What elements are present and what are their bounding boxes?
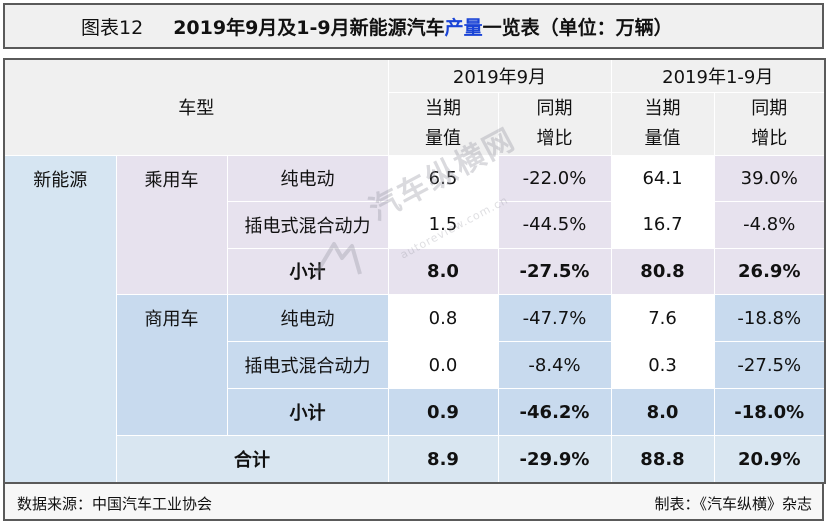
header-line1: 当期 <box>425 98 461 120</box>
sep-yoy-cell: -27.5% <box>497 247 612 296</box>
sep-value-cell: 1.5 <box>387 200 499 249</box>
ytd-yoy-cell: 26.9% <box>713 247 826 296</box>
ytd-value-cell: 88.8 <box>610 435 715 484</box>
header-line1: 当期 <box>644 98 681 120</box>
type-cell: 纯电动 <box>226 154 389 202</box>
subtotal-label: 小计 <box>226 388 389 437</box>
subtotal-row: 小计 8.0 -27.5% 80.8 26.9% <box>4 247 826 296</box>
type-cell: 纯电动 <box>226 294 389 343</box>
ytd-value-cell: 8.0 <box>610 388 715 437</box>
sep-yoy-header: 同期 增比 <box>497 92 612 156</box>
table-row: 插电式混合动力 0.0 -8.4% 0.3 -27.5% <box>4 341 826 390</box>
table-row: 商用车 纯电动 0.8 -47.7% 7.6 -18.8% <box>4 294 826 437</box>
ytd-yoy-cell: -4.8% <box>713 200 826 249</box>
ytd-yoy-cell: 20.9% <box>713 435 826 484</box>
watermark-logo-icon <box>314 242 362 276</box>
ytd-yoy-header: 同期 增比 <box>713 92 826 156</box>
header-line2: 增比 <box>751 128 788 150</box>
sep-yoy-cell: -44.5% <box>497 200 612 249</box>
table-row: 新能源 乘用车 纯电动 6.5 -22.0% 64.1 39.0% <box>3 154 826 484</box>
ytd-yoy-cell: -18.8% <box>713 294 826 343</box>
group-passenger-cell: 乘用车 <box>115 154 228 296</box>
period-ytd-header: 2019年1-9月 <box>610 58 826 94</box>
sep-value-cell: 6.5 <box>387 154 499 202</box>
sep-yoy-cell: -29.9% <box>497 435 612 484</box>
sep-current-value-header: 当期 量值 <box>387 92 499 156</box>
period-september-header: 2019年9月 <box>387 58 612 94</box>
header-line1: 同期 <box>751 98 788 120</box>
ytd-current-value-header: 当期 量值 <box>610 92 715 156</box>
sep-yoy-cell: -47.7% <box>497 294 612 343</box>
table-row: 插电式混合动力 1.5 -44.5% 16.7 -4.8% <box>4 200 826 249</box>
sep-value-cell: 8.9 <box>387 435 499 484</box>
title-highlight: 产量 <box>444 16 483 39</box>
ytd-yoy-cell: -27.5% <box>713 341 826 390</box>
ytd-yoy-cell: -18.0% <box>713 388 826 437</box>
ytd-value-cell: 7.6 <box>610 294 715 343</box>
ytd-value-cell: 0.3 <box>610 341 715 390</box>
subtotal-label: 小计 <box>226 247 389 296</box>
type-cell: 插电式混合动力 <box>226 200 389 249</box>
data-source: 数据来源：中国汽车工业协会 <box>17 495 213 513</box>
ytd-value-cell: 64.1 <box>610 154 715 202</box>
header-line1: 同期 <box>536 98 573 120</box>
sep-yoy-cell: -46.2% <box>497 388 612 437</box>
title-suffix: 一览表（单位：万辆） <box>482 16 673 39</box>
production-table: 车型 2019年9月 2019年1-9月 当期量值 同期增比 当期量值 同期增比… <box>3 58 827 484</box>
footer: 数据来源：中国汽车工业协会 制表：《汽车纵横》杂志 <box>3 484 824 521</box>
category-cell: 新能源 <box>3 154 117 484</box>
ytd-value-cell: 80.8 <box>610 247 715 296</box>
group-commercial-cell: 商用车 <box>115 294 228 437</box>
total-row: 合计 8.9 -29.9% 88.8 20.9% <box>4 435 826 484</box>
header-line2: 量值 <box>644 128 681 150</box>
total-label: 合计 <box>115 435 389 484</box>
sep-value-cell: 8.0 <box>387 247 499 296</box>
header-line2: 增比 <box>536 128 573 150</box>
type-cell: 插电式混合动力 <box>226 341 389 390</box>
title-prefix: 2019年9月及1-9月新能源汽车 <box>173 16 445 39</box>
header-line2: 量值 <box>425 128 461 150</box>
header-row-period: 车型 2019年9月 2019年1-9月 <box>3 58 826 156</box>
subtotal-row: 小计 0.9 -46.2% 8.0 -18.0% <box>4 388 826 437</box>
table-maker: 制表：《汽车纵横》杂志 <box>654 495 812 513</box>
sep-yoy-cell: -8.4% <box>497 341 612 390</box>
header-row-metrics: 当期量值 同期增比 当期量值 同期增比 <box>4 92 826 156</box>
vehicle-type-header: 车型 <box>3 58 389 156</box>
ytd-yoy-cell: 39.0% <box>713 154 826 202</box>
sep-value-cell: 0.8 <box>387 294 499 343</box>
figure-number: 图表12 <box>81 16 144 39</box>
sep-value-cell: 0.9 <box>387 388 499 437</box>
table-title: 2019年9月及1-9月新能源汽车产量一览表（单位：万辆） <box>173 13 672 40</box>
sep-value-cell: 0.0 <box>387 341 499 390</box>
title-bar: 图表12 2019年9月及1-9月新能源汽车产量一览表（单位：万辆） <box>3 3 824 49</box>
ytd-value-cell: 16.7 <box>610 200 715 249</box>
sep-yoy-cell: -22.0% <box>497 154 612 202</box>
